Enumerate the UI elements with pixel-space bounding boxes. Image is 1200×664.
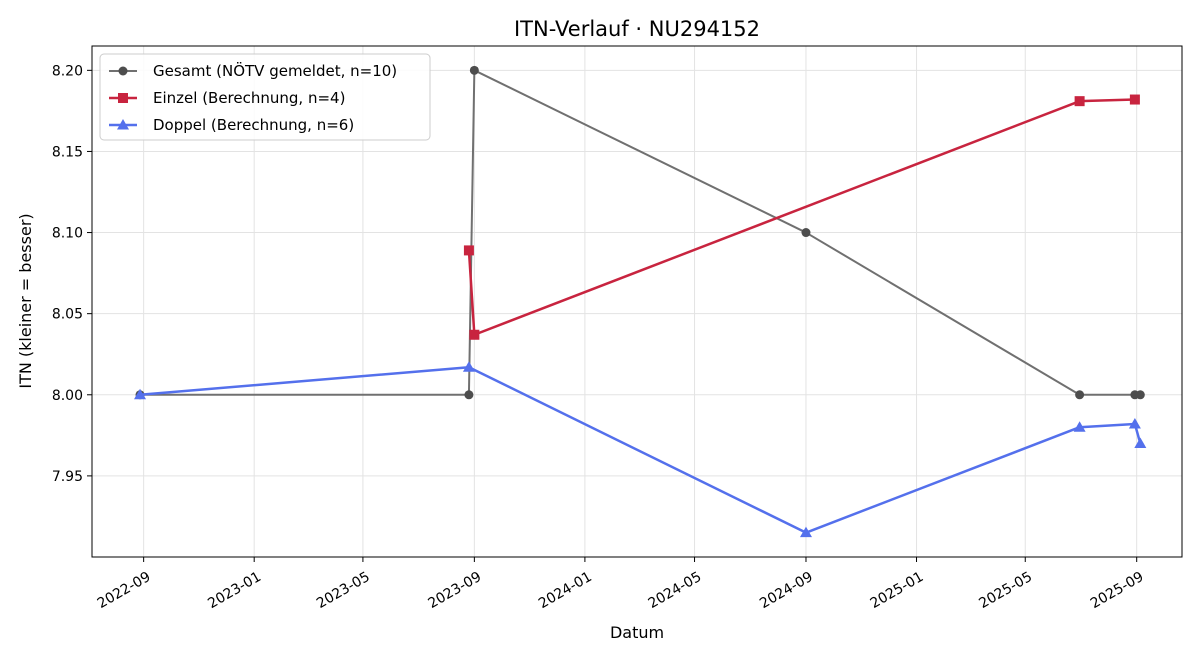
series-einzel xyxy=(463,94,1140,340)
data-point-gesamt xyxy=(1135,390,1145,400)
data-point-doppel xyxy=(1134,437,1147,448)
y-tick-label: 8.20 xyxy=(52,63,83,79)
data-point-einzel xyxy=(469,329,480,340)
x-axis-label: Datum xyxy=(610,623,664,642)
legend-marker-einzel xyxy=(118,93,128,103)
y-tick-label: 7.95 xyxy=(52,469,83,485)
legend-label-doppel: Doppel (Berechnung, n=6) xyxy=(153,116,354,134)
series-line-einzel xyxy=(467,98,1135,337)
y-tick-label: 8.15 xyxy=(52,144,83,160)
data-point-doppel xyxy=(799,526,812,538)
plot-area-frame xyxy=(91,45,1183,558)
data-point-doppel xyxy=(134,388,147,400)
data-point-gesamt xyxy=(801,228,811,238)
y-tick-label: 8.05 xyxy=(52,307,83,323)
legend-label-einzel: Einzel (Berechnung, n=4) xyxy=(153,89,345,107)
legend-item-doppel: Doppel (Berechnung, n=6) xyxy=(109,116,354,134)
legend-label-gesamt: Gesamt (NÖTV gemeldet, n=10) xyxy=(153,61,397,80)
data-point-doppel xyxy=(1073,421,1086,432)
data-point-gesamt xyxy=(1075,390,1085,400)
series-gesamt xyxy=(135,65,1145,400)
legend-marker-gesamt xyxy=(118,66,128,76)
data-point-gesamt xyxy=(464,390,474,400)
data-point-doppel xyxy=(462,361,475,372)
legend-item-gesamt: Gesamt (NÖTV gemeldet, n=10) xyxy=(109,61,397,80)
legend-box xyxy=(99,53,431,141)
y-axis: 7.95 8.00 8.05 8.10 8.15 8.20 xyxy=(52,63,92,485)
y-tick-label: 8.10 xyxy=(52,226,83,242)
data-point-einzel xyxy=(1074,96,1085,107)
y-tick-label: 8.00 xyxy=(52,388,83,404)
legend-marker-doppel xyxy=(117,119,129,130)
data-point-gesamt xyxy=(469,65,479,75)
y-axis-label: ITN (kleiner = besser) xyxy=(16,213,35,388)
legend-item-einzel: Einzel (Berechnung, n=4) xyxy=(109,89,345,107)
chart-title: ITN-Verlauf · NU294152 xyxy=(514,17,760,41)
legend: Gesamt (NÖTV gemeldet, n=10) Einzel (Bere… xyxy=(99,53,431,141)
data-point-einzel xyxy=(1129,94,1140,105)
data-point-einzel xyxy=(463,245,474,256)
series-layer xyxy=(134,65,1147,538)
data-point-doppel xyxy=(1128,417,1141,429)
series-doppel xyxy=(134,361,1147,538)
